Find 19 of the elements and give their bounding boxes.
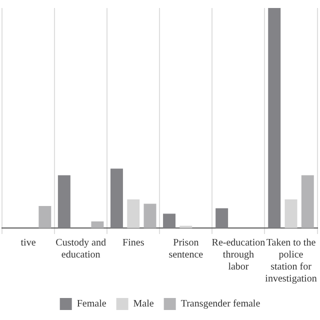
bar — [58, 175, 70, 228]
bar — [127, 199, 140, 228]
bar — [284, 199, 298, 228]
x-tick-label: Custody and education — [56, 238, 106, 261]
legend-label: Male — [133, 298, 154, 310]
bar — [216, 208, 228, 228]
bar — [91, 221, 104, 228]
bar — [38, 206, 52, 228]
x-tick-label: tive — [20, 238, 36, 249]
legend-label: Transgender female — [180, 298, 261, 310]
bar — [301, 175, 314, 228]
bar — [163, 214, 176, 228]
x-tick-label: Taken to the police station for investigation — [265, 238, 317, 285]
bar — [144, 204, 156, 228]
legend-label: Female — [76, 298, 107, 310]
bar — [110, 168, 123, 228]
x-tick-label: Fines — [122, 238, 144, 249]
bar — [268, 8, 281, 228]
x-tick-label: Prison sentence — [168, 238, 204, 261]
